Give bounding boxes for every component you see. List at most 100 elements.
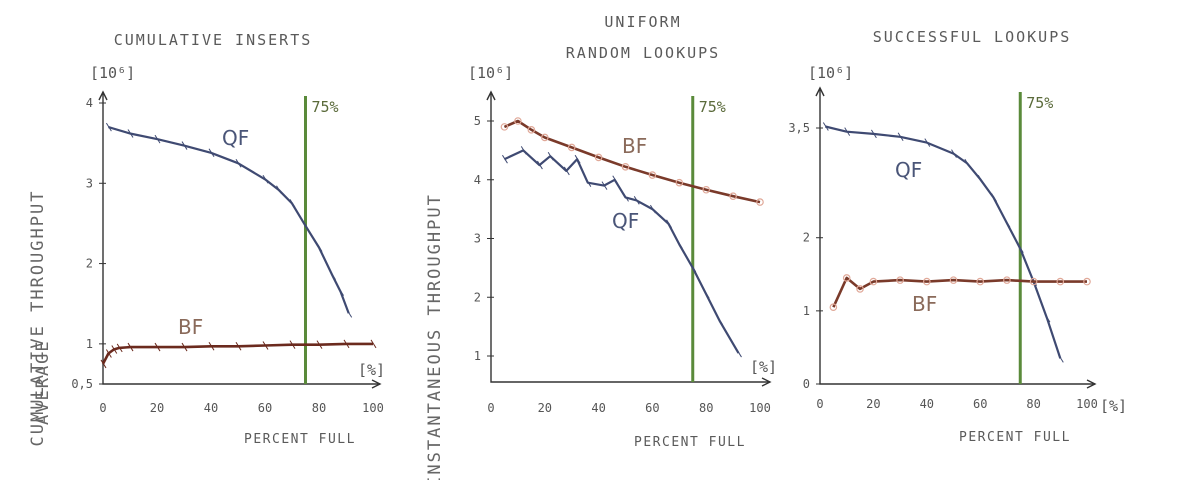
y-axis-arrow (98, 90, 108, 101)
series-point-qf (346, 309, 353, 318)
series-point-qf (208, 148, 215, 158)
y-tick-label: 0 (803, 377, 810, 391)
series-point-qf (276, 185, 282, 194)
series-point-qf (330, 271, 336, 280)
series-point-bf (567, 143, 576, 152)
x-tick-label: 60 (258, 401, 272, 415)
y-tick-label: 2 (474, 290, 481, 304)
x-tick-label: 20 (150, 401, 164, 415)
x-unit-label: [%] (358, 361, 385, 379)
series-point-bf (869, 277, 878, 286)
x-tick-label: 20 (538, 401, 552, 415)
series-point-qf (951, 149, 957, 158)
series-point-qf (262, 175, 269, 184)
x-tick-label: 40 (591, 401, 605, 415)
x-axis-label: PERCENT FULL (634, 435, 746, 450)
series-point-qf (1057, 354, 1064, 363)
series-point-qf (303, 221, 309, 231)
chart-1: CUMULATIVE INSERTS [10⁶] [%] 4 3 2 1 0,5 0 20 40 60… (28, 31, 385, 447)
series-point-bf (1083, 277, 1091, 286)
marker-label-75: 75% (312, 98, 339, 116)
series-point-bf (527, 126, 536, 134)
series-point-bf (514, 117, 522, 125)
x-tick-label: 40 (204, 401, 218, 415)
y-axis-label: CUMULATIVE THROUGHPUT (28, 190, 48, 447)
series-point-qf (520, 146, 527, 155)
series-point-qf (897, 132, 904, 142)
series-point-qf (612, 175, 619, 185)
series-point-qf (1044, 313, 1051, 323)
x-tick-label: 80 (699, 401, 713, 415)
y-unit-label: [10⁶] (90, 64, 135, 82)
series-point-qf (977, 174, 984, 184)
chart-2-title-line: UNIFORM (604, 13, 681, 31)
series-point-bf (1029, 277, 1038, 286)
series-point-bf (154, 342, 161, 352)
x-tick-label: 60 (973, 397, 987, 411)
x-tick-label: 80 (312, 401, 326, 415)
series-point-bf (621, 163, 630, 171)
y-unit-label: [10⁶] (468, 64, 513, 82)
series-point-qf (649, 204, 656, 214)
series-point-bf (100, 359, 107, 369)
series-point-qf (235, 158, 242, 168)
x-tick-label: 20 (866, 397, 880, 411)
y-tick-label: 2 (86, 257, 93, 271)
x-tick-label: 80 (1026, 397, 1040, 411)
series-point-bf (370, 339, 377, 349)
x-tick-label: 100 (749, 401, 771, 415)
series-point-bf (500, 123, 509, 131)
series-line-qf (503, 149, 740, 354)
series-point-qf (154, 134, 161, 144)
y-tick-label: 1 (86, 337, 93, 351)
marker-label-75: 75% (1026, 94, 1053, 112)
series-point-bf (675, 178, 684, 187)
y-axis-arrow (815, 86, 825, 97)
y-tick-label: 5 (474, 114, 481, 128)
series-point-qf (690, 263, 697, 273)
series-point-bf (289, 340, 296, 349)
y-unit-label: [10⁶] (808, 64, 853, 82)
series-point-qf (666, 219, 672, 229)
series-point-bf (343, 339, 350, 349)
series-point-bf (594, 153, 603, 162)
series-point-bf (235, 342, 242, 351)
series-point-qf (964, 158, 971, 168)
series-point-bf (856, 285, 864, 293)
y-tick-label: 0,5 (71, 377, 93, 391)
chart-2: UNIFORM RANDOM LOOKUPS [10⁶] [%] 5 4 3 2 1 0 20 40 6… (425, 13, 777, 480)
series-line-bf (101, 342, 373, 365)
y-tick-label: 3,5 (788, 121, 810, 135)
marker-label-75: 75% (699, 98, 726, 116)
x-tick-label: 0 (99, 401, 106, 415)
x-tick-label: 100 (1076, 397, 1098, 411)
series-point-qf (822, 122, 829, 131)
series-point-qf (991, 193, 997, 202)
series-point-qf (181, 141, 188, 150)
chart-2-axes (490, 92, 770, 383)
x-axis-arrow (1086, 379, 1097, 389)
series-point-bf (976, 277, 985, 286)
series-point-bf (949, 276, 958, 284)
x-tick-label: 0 (487, 401, 494, 415)
series-point-bf (105, 349, 112, 358)
x-axis-arrow (371, 379, 382, 389)
series-point-bf (127, 342, 134, 352)
y-axis-label: INSTANTANEOUS THROUGHPUT (425, 193, 445, 480)
series-point-bf (842, 274, 851, 282)
series-point-bf (756, 198, 764, 206)
x-axis-label: PERCENT FULL (959, 430, 1071, 445)
series-point-qf (1004, 218, 1011, 228)
chart-2-title-line: RANDOM LOOKUPS (566, 44, 720, 62)
series-point-qf (289, 199, 296, 208)
series-point-bf (648, 171, 657, 179)
series-point-bf (316, 340, 323, 349)
series-point-qf (924, 138, 931, 147)
shared-ylabel-average: AVERAGE (33, 339, 53, 425)
x-axis-arrow (761, 377, 772, 387)
y-axis-arrow (486, 90, 496, 101)
y-tick-label: 1 (803, 304, 810, 318)
series-point-qf (601, 181, 608, 190)
